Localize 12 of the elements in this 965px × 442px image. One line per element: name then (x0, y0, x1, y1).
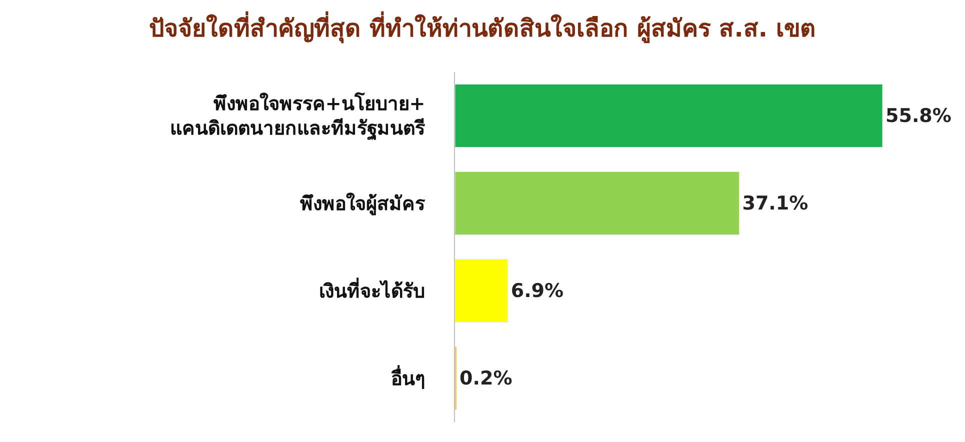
y-tick-label: พึงพอใจผู้สมัคร (300, 192, 426, 216)
data-label: 55.8% (886, 104, 952, 127)
data-label: 6.9% (510, 280, 564, 302)
data-label: 0.2% (460, 367, 512, 390)
bar (455, 259, 508, 322)
y-tick-label: เงินที่จะได้รับ (319, 277, 426, 302)
y-tick-label: อื่นๆ (391, 364, 426, 390)
y-tick-label: พึงพอใจพรรค+นโยบาย+ แคนดิเดตนายกและทีมรัฐมนตรี (170, 92, 426, 142)
chart-title: ปัจจัยใดที่สำคัญที่สุด ที่ทำให้ท่านตัดสินใจเลือก ผู้สมัคร ส.ส. เขต (149, 10, 816, 45)
bar (455, 84, 883, 148)
bar (455, 172, 740, 235)
data-label: 37.1% (742, 192, 808, 214)
